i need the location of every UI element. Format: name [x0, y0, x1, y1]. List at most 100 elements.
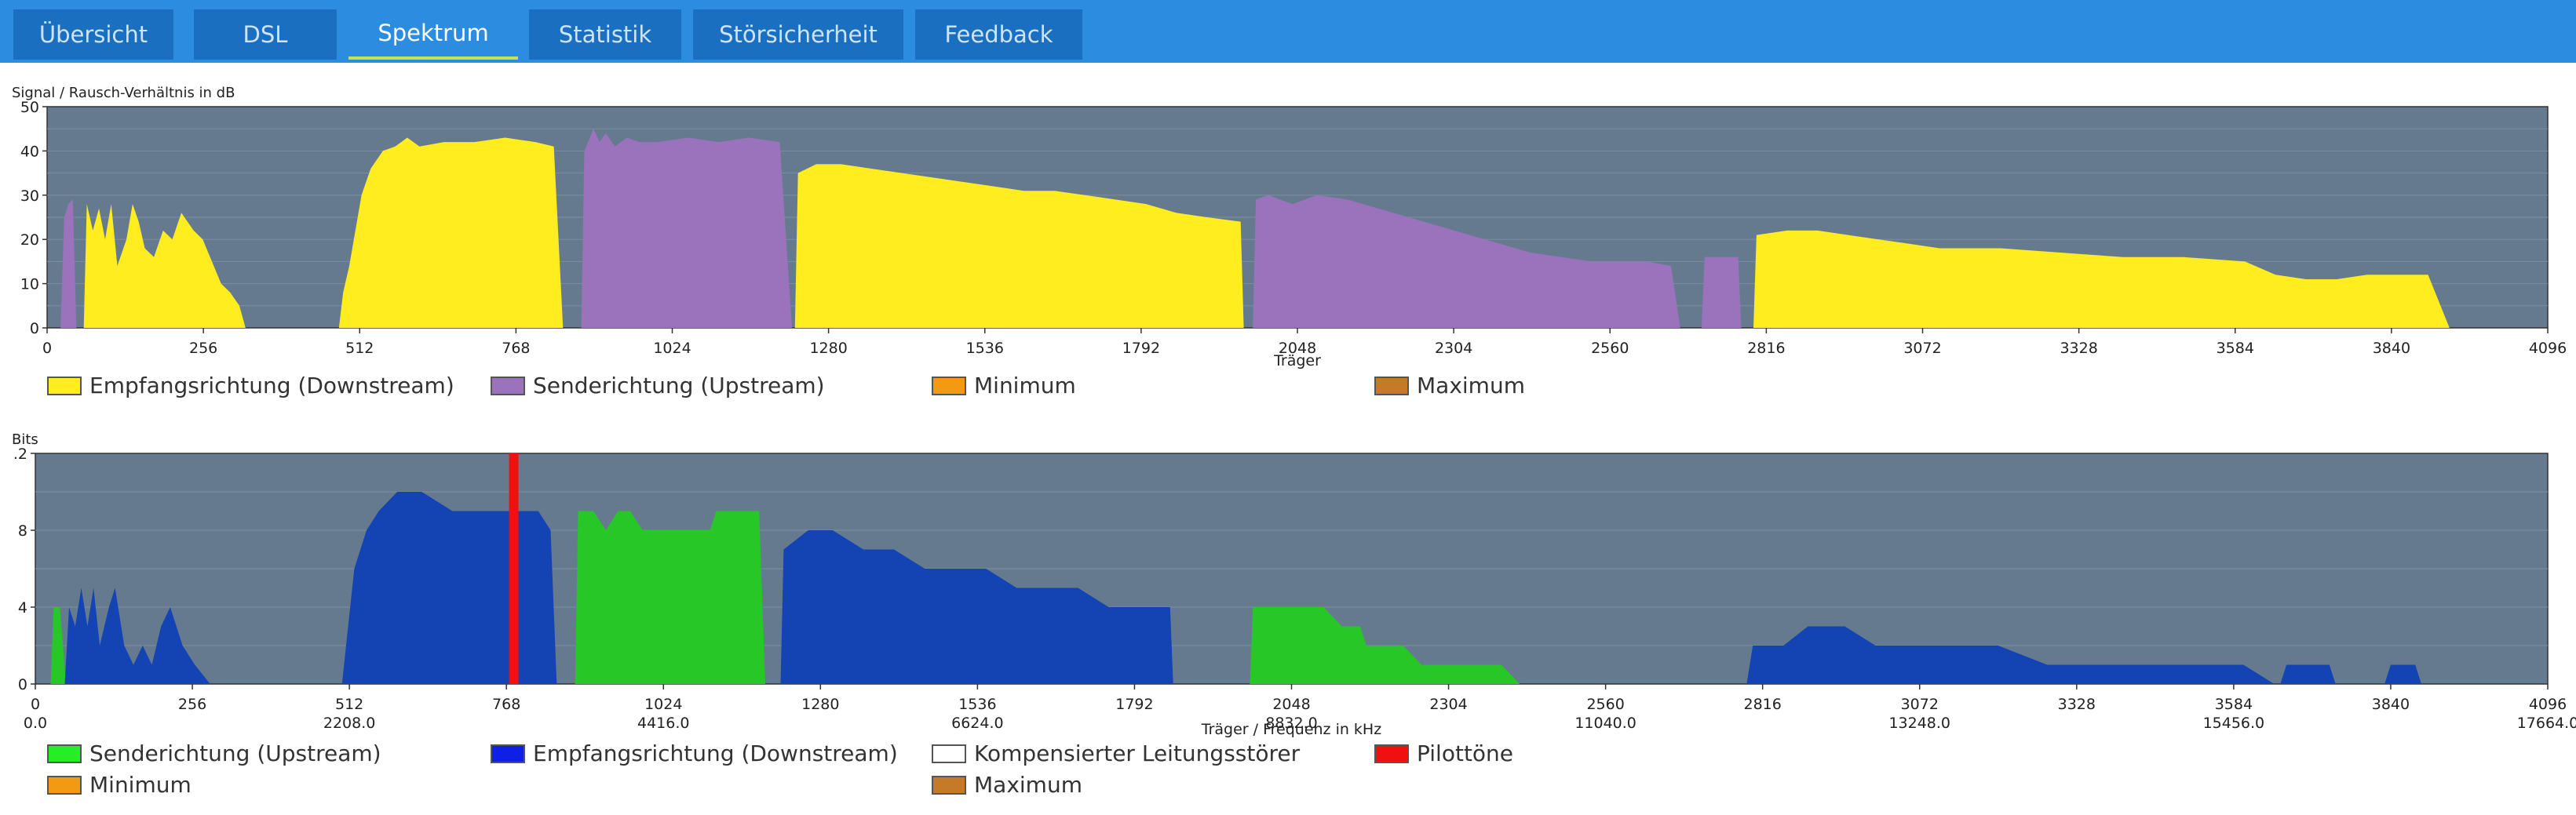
legend-label: Minimum [974, 373, 1076, 398]
x-tick-label: 1280 [809, 340, 847, 357]
series-area-downstream [341, 492, 557, 684]
pilot-tone-marker [509, 453, 519, 684]
series-area-upstream [1250, 607, 1520, 684]
x-tick-khz-label: 2208.0 [323, 715, 375, 732]
tab-stoersicherheit[interactable]: Störsicherheit [693, 9, 903, 60]
x-tick-label: 2304 [1429, 696, 1467, 713]
x-tick-label: 3584 [2217, 340, 2254, 357]
chart-title: Signal / Rausch-Verhältnis in dB [12, 85, 235, 101]
x-tick-label: 2304 [1435, 340, 1472, 357]
y-tick-label: 20 [20, 231, 39, 249]
legend-label: Minimum [89, 772, 192, 798]
series-area-downstream [794, 164, 1244, 328]
x-tick-label: 1536 [958, 696, 996, 713]
legend-label: Kompensierter Leitungsstörer [974, 740, 1301, 766]
y-tick-label: 0 [18, 676, 27, 693]
legend-swatch [932, 376, 966, 395]
legend-minimum-bits: Minimum [47, 772, 192, 798]
x-tick-label: 3584 [2215, 696, 2253, 713]
series-area-upstream [1701, 257, 1742, 328]
tab-spektrum[interactable]: Spektrum [348, 9, 518, 60]
legend-upstream-snr: Senderichtung (Upstream) [491, 373, 825, 398]
x-tick-khz-label: 13248.0 [1888, 715, 1950, 732]
series-area-upstream [575, 511, 765, 684]
x-tick-label: 2560 [1586, 696, 1624, 713]
x-tick-khz-label: 8832.0 [1265, 715, 1317, 732]
series-area-downstream [1753, 230, 2450, 328]
x-axis-label: Träger / Frequenz in kHz [1201, 721, 1381, 738]
legend-downstream-snr: Empfangsrichtung (Downstream) [47, 373, 454, 398]
series-area-upstream [581, 129, 792, 328]
tab-uebersicht[interactable]: Übersicht [13, 9, 173, 60]
legend-swatch [1374, 744, 1409, 763]
top-navigation-bar: Übersicht DSL Spektrum Statistik Störsic… [0, 0, 2576, 63]
x-tick-label: 256 [178, 696, 206, 713]
x-tick-label: 4096 [2529, 340, 2567, 357]
y-tick-label: 40 [20, 143, 39, 160]
legend-downstream-bits: Empfangsrichtung (Downstream) [491, 740, 898, 766]
legend-swatch [47, 775, 82, 795]
chart-title: Bits [12, 431, 38, 448]
x-tick-label: 512 [345, 340, 374, 357]
legend-label: Empfangsrichtung (Downstream) [533, 740, 898, 766]
x-tick-label: 1792 [1122, 340, 1160, 357]
y-tick-label: .2 [13, 446, 27, 463]
tab-dsl[interactable]: DSL [194, 9, 337, 60]
x-tick-label: 1280 [801, 696, 839, 713]
legend-maximum-bits: Maximum [932, 772, 1082, 798]
y-tick-label: 4 [18, 599, 27, 617]
x-tick-label: 2048 [1272, 696, 1310, 713]
x-axis-label: Träger [1273, 352, 1321, 369]
x-tick-label: 768 [502, 340, 530, 357]
x-tick-khz-label: 0.0 [24, 715, 47, 732]
tab-statistik[interactable]: Statistik [529, 9, 681, 60]
legend-label: Pilottöne [1417, 740, 1514, 766]
x-tick-label: 0 [31, 696, 40, 713]
x-tick-label: 3328 [2058, 696, 2096, 713]
series-area-downstream [780, 530, 1173, 684]
legend-swatch [1374, 376, 1409, 395]
legend-label: Maximum [1417, 373, 1525, 398]
x-tick-label: 3072 [1903, 340, 1941, 357]
legend-label: Senderichtung (Upstream) [533, 373, 825, 398]
series-area-upstream [50, 607, 67, 684]
legend-swatch [932, 775, 966, 795]
x-tick-khz-label: 4416.0 [637, 715, 689, 732]
y-tick-label: 0 [30, 320, 39, 337]
legend-upstream-bits: Senderichtung (Upstream) [47, 740, 381, 766]
series-area-upstream [60, 199, 77, 328]
tab-feedback[interactable]: Feedback [915, 9, 1082, 60]
x-tick-label: 2048 [1279, 340, 1316, 357]
x-tick-label: 1024 [653, 340, 691, 357]
y-tick-label: 8 [18, 522, 27, 540]
y-tick-label: 50 [20, 99, 39, 116]
legend-swatch [47, 376, 82, 395]
x-tick-khz-label: 6624.0 [951, 715, 1003, 732]
x-tick-label: 4096 [2529, 696, 2567, 713]
legend-compensated-interferer: Kompensierter Leitungsstörer [932, 740, 1300, 766]
x-tick-label: 1024 [644, 696, 682, 713]
legend-swatch [47, 744, 82, 763]
legend-minimum-snr: Minimum [932, 373, 1076, 398]
x-tick-label: 768 [492, 696, 520, 713]
x-tick-label: 256 [189, 340, 217, 357]
x-tick-label: 512 [335, 696, 363, 713]
x-tick-label: 1792 [1115, 696, 1153, 713]
x-tick-label: 3840 [2373, 340, 2410, 357]
x-tick-label: 3840 [2372, 696, 2410, 713]
x-tick-label: 1536 [966, 340, 1004, 357]
x-tick-label: 0 [42, 340, 52, 357]
legend-maximum-snr: Maximum [1374, 373, 1525, 398]
series-area-downstream [338, 137, 564, 328]
y-tick-label: 10 [20, 276, 39, 293]
series-area-downstream [64, 588, 210, 684]
legend-swatch [932, 744, 966, 763]
x-tick-label: 2816 [1744, 696, 1782, 713]
y-tick-label: 30 [20, 187, 39, 205]
spectrum-charts: Signal / Rausch-Verhältnis in dB 0 10 20 30 4… [12, 85, 2576, 738]
series-area-downstream [1746, 626, 2275, 684]
legend-label: Maximum [974, 772, 1082, 798]
x-tick-khz-label: 15456.0 [2203, 715, 2265, 732]
x-tick-label: 3072 [1901, 696, 1939, 713]
legend-label: Senderichtung (Upstream) [89, 740, 381, 766]
